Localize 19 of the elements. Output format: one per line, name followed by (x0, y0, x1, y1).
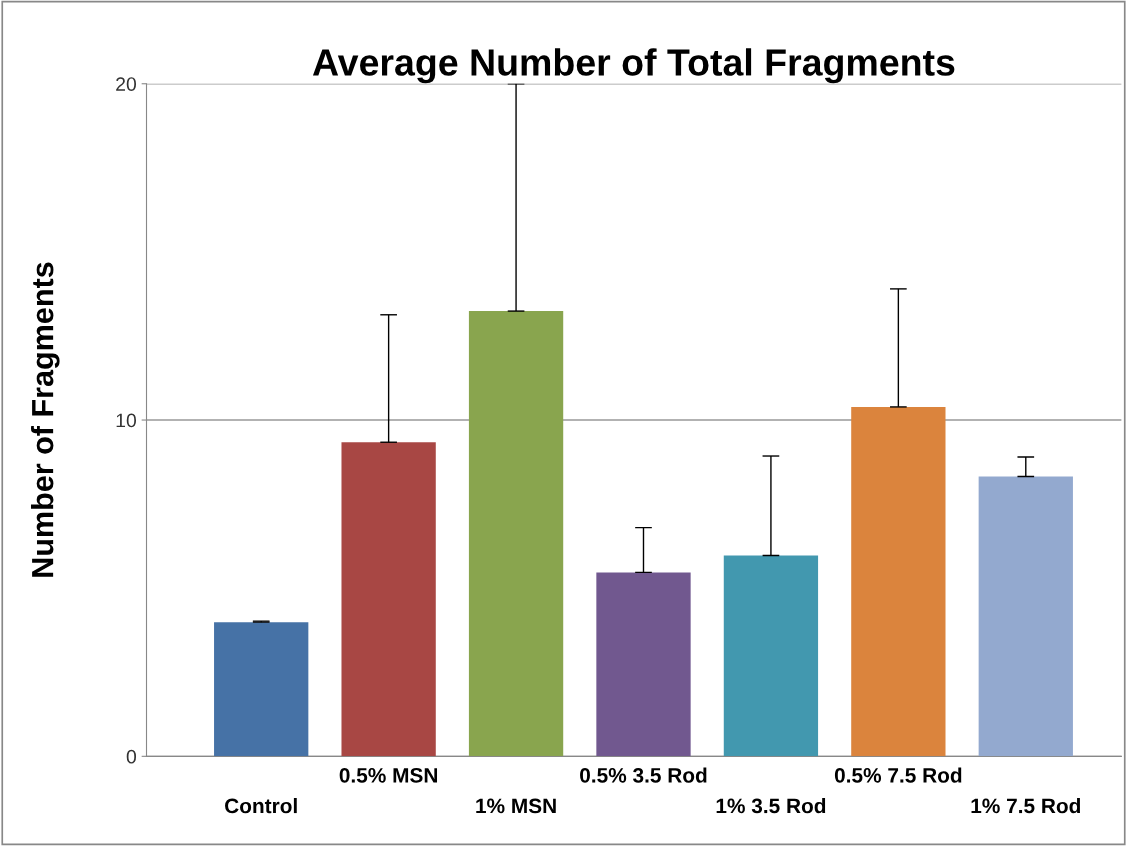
y-axis-title: Number of Fragments (30, 262, 60, 577)
y-tick-label: 20 (116, 77, 137, 91)
chart-title: Average Number of Total Fragments (312, 48, 955, 84)
bar (978, 476, 1073, 757)
y-tick-label: 10 (116, 413, 137, 428)
bar (214, 622, 309, 757)
bar (723, 555, 819, 757)
x-tick-label: 1% 3.5 Rod (716, 797, 826, 814)
x-tick-label: 0.5% MSN (339, 767, 438, 783)
bar (596, 572, 691, 757)
x-tick-label: Control (225, 797, 297, 814)
x-tick-label: 1% 7.5 Rod (971, 797, 1080, 814)
bar (341, 442, 436, 757)
bar (468, 311, 564, 757)
bar (851, 406, 946, 757)
x-tick-label: 0.5% 7.5 Rod (834, 767, 962, 783)
y-tick-label: 0 (126, 749, 137, 764)
x-tick-label: 0.5% 3.5 Rod (580, 767, 707, 783)
x-tick-label: 1% MSN (476, 798, 556, 814)
